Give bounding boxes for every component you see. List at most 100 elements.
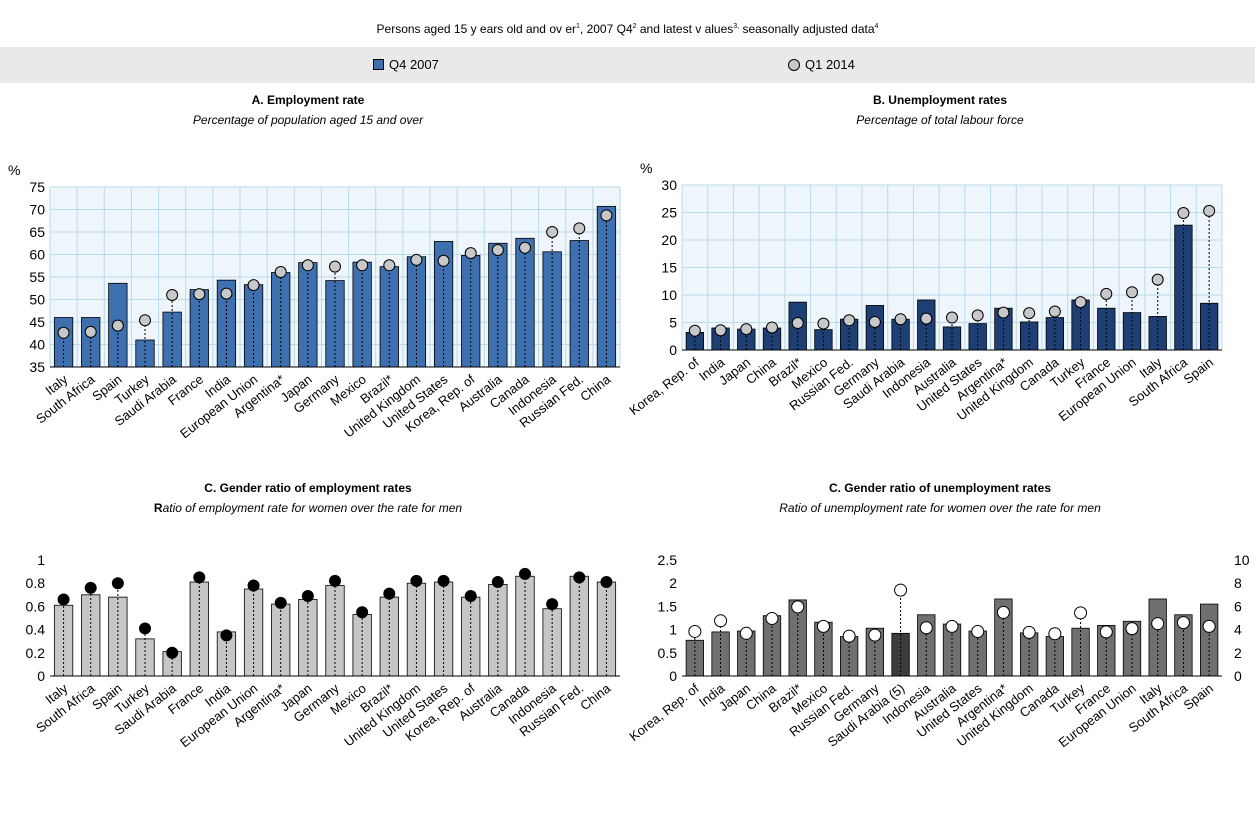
marker-b [740, 323, 753, 336]
y-tick-label-b: 0 [669, 342, 677, 358]
legend-label-q4-2007: Q4 2007 [389, 57, 439, 72]
y-tick-label-a: 45 [29, 314, 45, 330]
marker-a [139, 314, 151, 327]
x-tick-label-d: Spain [1181, 681, 1216, 713]
marker-a [464, 247, 477, 260]
marker-c [600, 576, 613, 589]
marker-d [894, 583, 908, 597]
y-tick-label-b: 10 [661, 287, 677, 303]
marker-d [1099, 625, 1113, 639]
x-tick-label-d: Korea, Rep. of [626, 680, 702, 744]
subtitle-text: Persons aged 15 y ears old and ov er [376, 22, 576, 36]
marker-b [1023, 307, 1036, 320]
legend-label-q1-2014: Q1 2014 [805, 57, 855, 72]
y-tick-label-a: 35 [29, 359, 45, 375]
marker-c [329, 574, 341, 587]
y-tick-label-c: 0 [37, 668, 45, 684]
y-tick-label-d: 0.5 [658, 645, 678, 661]
marker-c [274, 596, 287, 609]
y2-tick-label-d: 10 [1234, 552, 1250, 568]
marker-d [1125, 622, 1139, 636]
marker-c [437, 574, 450, 587]
marker-b [971, 309, 984, 322]
marker-a [111, 319, 124, 332]
legend-item-q1-2014: Q1 2014 [788, 57, 855, 72]
marker-a [329, 260, 341, 273]
marker-b [1074, 296, 1087, 309]
marker-b [1177, 207, 1190, 220]
marker-b [1100, 287, 1113, 300]
marker-a [356, 259, 369, 272]
bar-b [942, 326, 962, 351]
panel-c-subtitle: Ratio of employment rate for women over … [8, 501, 608, 515]
marker-a [410, 253, 423, 266]
marker-b [843, 314, 856, 327]
marker-d [1202, 619, 1216, 633]
panel-c-subtitle-lead: R [153, 501, 163, 515]
marker-d [739, 626, 753, 640]
marker-c [193, 571, 206, 584]
marker-c [410, 574, 423, 587]
marker-c [491, 576, 504, 589]
panel-c-subtitle-rest: atio of employment rate for women over t… [162, 501, 463, 515]
marker-c [139, 622, 151, 635]
y-tick-label-b: 30 [661, 177, 677, 193]
marker-d [919, 621, 933, 635]
marker-d [1176, 616, 1190, 630]
marker-c [166, 646, 179, 659]
marker-c [546, 598, 559, 611]
marker-c [519, 567, 531, 580]
bar-a [569, 240, 589, 368]
marker-d [1048, 627, 1062, 641]
marker-b [997, 306, 1010, 319]
marker-b [791, 317, 804, 330]
marker-d [816, 619, 830, 633]
y-tick-label-d: 2 [669, 575, 677, 591]
subtitle-text: and latest v alues [636, 22, 734, 36]
marker-b [920, 312, 933, 325]
chart-subtitle: Persons aged 15 y ears old and ov er1, 2… [0, 22, 1255, 36]
subtitle-text: , 2007 Q4 [579, 22, 633, 36]
panel-d-subtitle: Ratio of unemployment rate for women ove… [779, 501, 1101, 515]
y-tick-label-a: 55 [29, 269, 45, 285]
bar-c [108, 596, 128, 677]
marker-a [491, 244, 504, 256]
marker-d [996, 605, 1010, 619]
y-tick-label-a: 65 [29, 224, 45, 240]
marker-d [868, 628, 882, 642]
y-axis-unit-a: % [8, 162, 20, 178]
x-tick-label-c: China [577, 680, 614, 713]
marker-c [573, 571, 586, 584]
marker-d [971, 624, 985, 638]
marker-c [220, 629, 233, 642]
marker-a [301, 259, 314, 272]
marker-c [356, 606, 369, 619]
marker-b [1126, 286, 1138, 299]
bar-c [461, 596, 481, 677]
y-tick-label-a: 70 [29, 202, 45, 218]
marker-d [1074, 606, 1088, 620]
bar-c [433, 581, 454, 677]
marker-a [57, 326, 70, 339]
y-tick-label-a: 75 [29, 179, 45, 195]
bar-c [596, 581, 617, 677]
marker-a [383, 259, 396, 272]
marker-d [714, 614, 728, 628]
legend: Q4 2007 Q1 2014 [0, 47, 1255, 83]
marker-b [1151, 273, 1164, 286]
marker-b [1203, 204, 1216, 217]
x-tick-label-b: Spain [1181, 355, 1216, 387]
y-tick-label-d: 1 [669, 622, 677, 638]
y2-tick-label-d: 0 [1234, 668, 1242, 684]
marker-d [791, 600, 805, 614]
footnote-marker: 1 [576, 23, 580, 30]
y2-tick-label-d: 4 [1234, 622, 1242, 638]
marker-b [868, 315, 881, 328]
marker-b [766, 321, 778, 334]
footnote-marker: 3, [733, 23, 740, 30]
marker-d [842, 629, 856, 643]
marker-c [247, 579, 260, 592]
y-tick-label-b: 15 [661, 260, 677, 276]
marker-c [57, 593, 70, 606]
marker-b [894, 313, 907, 326]
